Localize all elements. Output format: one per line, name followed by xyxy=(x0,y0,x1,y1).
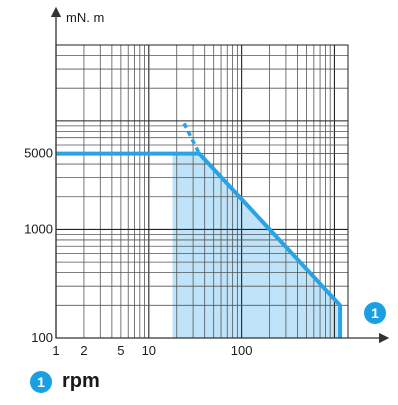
x-axis-badge: 1 xyxy=(364,302,386,324)
torque-curve xyxy=(56,151,343,338)
torque-curve-dashed-extension xyxy=(182,122,201,155)
x-tick-label: 5 xyxy=(117,343,124,358)
legend-badge: 1 xyxy=(30,370,52,393)
x-tick-label: 1 xyxy=(52,343,59,358)
y-tick-label: 1000 xyxy=(24,221,53,236)
operating-region xyxy=(172,153,341,338)
y-axis-unit-label: mN. m xyxy=(66,10,104,25)
x-tick-label: 10 xyxy=(142,343,156,358)
legend: 1 rpm xyxy=(30,370,100,393)
legend-label: rpm xyxy=(62,370,100,392)
y-tick-label: 100 xyxy=(31,330,53,345)
x-tick-label: 2 xyxy=(80,343,87,358)
x-tick-label: 100 xyxy=(231,343,253,358)
y-tick-label: 5000 xyxy=(24,146,53,161)
x-axis-badge-number: 1 xyxy=(371,305,379,321)
